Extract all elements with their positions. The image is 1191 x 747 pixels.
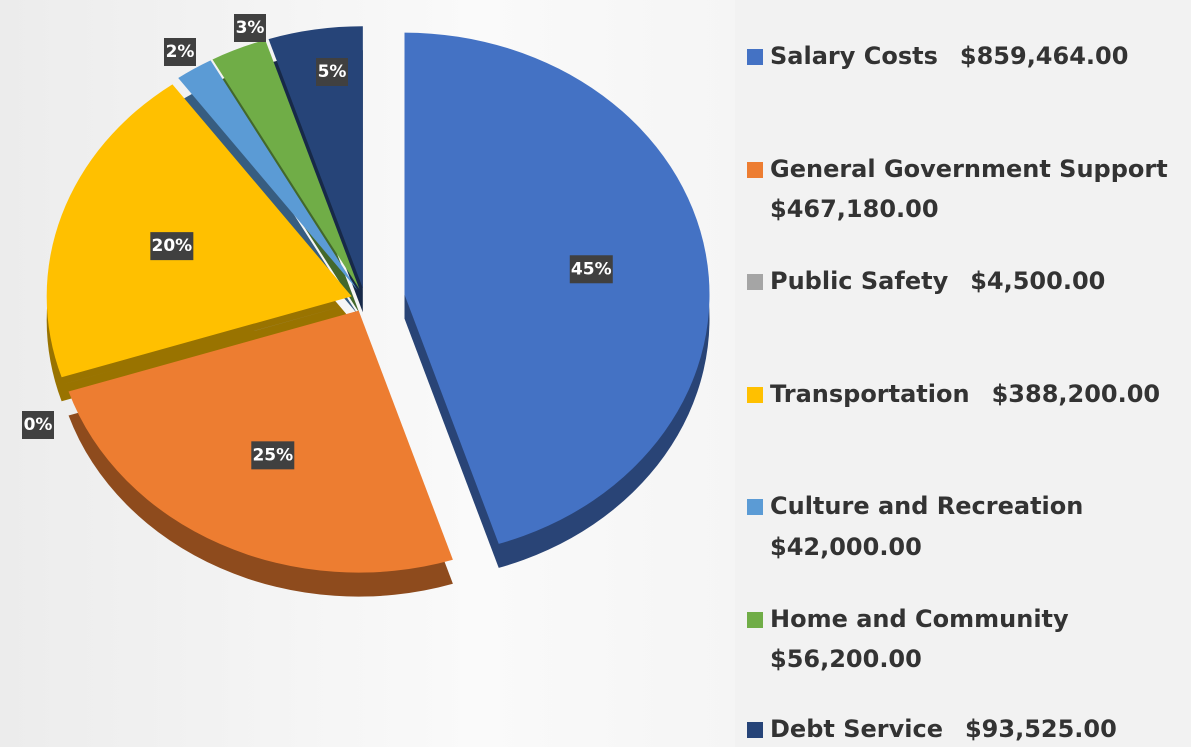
legend-swatch (747, 387, 763, 403)
data-label-text: 25% (252, 445, 293, 465)
legend-amount: $93,525.00 (965, 715, 1117, 743)
data-label-text: 5% (318, 62, 347, 82)
legend-label: Culture and Recreation (770, 492, 1083, 520)
data-label: 0% (22, 411, 54, 439)
data-label: 2% (164, 38, 196, 66)
data-label: 3% (234, 14, 266, 42)
legend-swatch (747, 612, 763, 628)
legend-swatch (747, 499, 763, 515)
data-label: 45% (569, 255, 613, 284)
data-label-box (22, 411, 54, 439)
data-label: 25% (251, 441, 295, 470)
slice (212, 39, 360, 290)
slice (268, 26, 363, 289)
legend-label: Public Safety (770, 267, 949, 295)
slice (404, 32, 710, 544)
data-label-text: 3% (236, 18, 265, 38)
slice (46, 84, 352, 378)
legend-label: Home and Community (770, 605, 1069, 633)
data-label-box (251, 441, 295, 470)
legend-panel (735, 0, 1191, 747)
data-label-text: 2% (166, 42, 195, 62)
legend-amount: $56,200.00 (770, 645, 922, 673)
data-label-text: 45% (571, 259, 612, 279)
data-label: 20% (150, 232, 194, 261)
data-label-text: 0% (24, 415, 53, 435)
legend-amount: $467,180.00 (770, 195, 939, 223)
data-label: 5% (316, 58, 348, 86)
slice (178, 60, 358, 290)
legend-label: Debt Service (770, 715, 943, 743)
legend-amount: $388,200.00 (992, 380, 1161, 408)
legend-label: Salary Costs (770, 42, 938, 70)
data-label-box (569, 255, 613, 284)
data-label-box (150, 232, 194, 261)
legend-swatch (747, 722, 763, 738)
data-label-box (316, 58, 348, 86)
legend-swatch (747, 162, 763, 178)
data-label-box (234, 14, 266, 42)
legend-label: General Government Support (770, 155, 1168, 183)
legend-amount: $42,000.00 (770, 533, 922, 561)
legend-label: Transportation (770, 380, 970, 408)
legend-amount: $859,464.00 (960, 42, 1129, 70)
data-label-text: 20% (151, 236, 192, 256)
slice (61, 303, 352, 385)
legend-swatch (747, 274, 763, 290)
legend-amount: $4,500.00 (970, 267, 1105, 295)
legend-swatch (747, 49, 763, 65)
data-label-box (164, 38, 196, 66)
